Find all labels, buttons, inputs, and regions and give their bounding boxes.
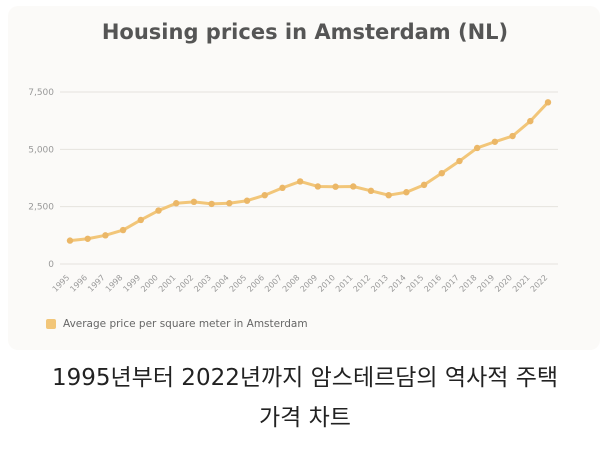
y-tick-label: 2,500 [28, 203, 54, 213]
data-point [456, 157, 463, 165]
data-point [403, 189, 410, 196]
data-point [102, 232, 109, 239]
x-tick-label: 2005 [228, 273, 249, 294]
legend-label: Average price per square meter in Amster… [63, 318, 308, 330]
x-tick-label: 2002 [175, 273, 196, 294]
data-point [332, 183, 339, 190]
data-point [137, 216, 145, 224]
data-point [314, 183, 322, 190]
x-tick-label: 2011 [334, 273, 355, 294]
x-tick-label: 2012 [352, 273, 373, 294]
caption: 1995년부터 2022년까지 암스테르담의 역사적 주택 가격 차트 [0, 358, 610, 438]
x-tick-label: 2006 [245, 273, 266, 294]
x-tick-label: 2014 [387, 273, 408, 294]
x-tick-label: 2000 [139, 273, 160, 294]
data-point [226, 200, 233, 207]
caption-line-2: 가격 차트 [259, 405, 351, 431]
data-point [243, 197, 251, 204]
data-point [190, 198, 198, 206]
y-tick-label: 0 [48, 260, 54, 270]
x-tick-label: 2021 [511, 273, 532, 294]
legend-swatch [46, 319, 56, 329]
x-tick-label: 2020 [493, 273, 514, 294]
data-point [173, 200, 180, 207]
data-point [438, 169, 445, 177]
x-tick-label: 2016 [422, 273, 443, 294]
x-tick-label: 2008 [281, 273, 302, 294]
legend: Average price per square meter in Amster… [46, 318, 308, 330]
x-tick-label: 2022 [529, 273, 550, 294]
x-tick-label: 2009 [299, 273, 320, 294]
data-point [84, 235, 91, 242]
data-point [155, 207, 162, 214]
caption-line-1: 1995년부터 2022년까지 암스테르담의 역사적 주택 [51, 365, 559, 391]
x-tick-label: 2015 [405, 273, 426, 294]
data-point [491, 138, 499, 145]
x-tick-label: 1999 [121, 273, 142, 294]
x-tick-label: 1998 [104, 273, 125, 294]
x-tick-label: 2007 [263, 273, 284, 294]
series-line [68, 100, 550, 243]
data-point [261, 192, 268, 199]
data-point [385, 192, 392, 199]
data-point [279, 184, 286, 192]
data-point [544, 99, 552, 106]
data-point [473, 144, 481, 152]
x-tick-label: 1996 [68, 273, 89, 294]
data-point [367, 187, 375, 195]
x-tick-label: 1995 [51, 273, 72, 294]
x-tick-label: 2003 [192, 273, 213, 294]
data-point [296, 178, 304, 185]
x-tick-label: 2013 [369, 273, 390, 294]
data-point [527, 117, 534, 125]
y-tick-label: 5,000 [28, 145, 54, 155]
chart-title: Housing prices in Amsterdam (NL) [101, 20, 509, 44]
x-tick-label: 2010 [316, 273, 337, 294]
x-tick-label: 2019 [476, 273, 497, 294]
y-tick-label: 7,500 [28, 88, 54, 98]
x-tick-label: 2017 [440, 273, 461, 294]
data-point [420, 181, 428, 189]
data-point [509, 132, 516, 140]
data-point [350, 183, 357, 190]
x-tick-label: 2001 [157, 273, 178, 294]
chart-card [8, 6, 600, 350]
x-tick-label: 2018 [458, 273, 479, 294]
data-point [66, 237, 74, 244]
data-point [119, 226, 127, 234]
data-point [208, 200, 215, 208]
x-tick-label: 2004 [210, 273, 231, 294]
x-tick-label: 1997 [86, 273, 107, 294]
